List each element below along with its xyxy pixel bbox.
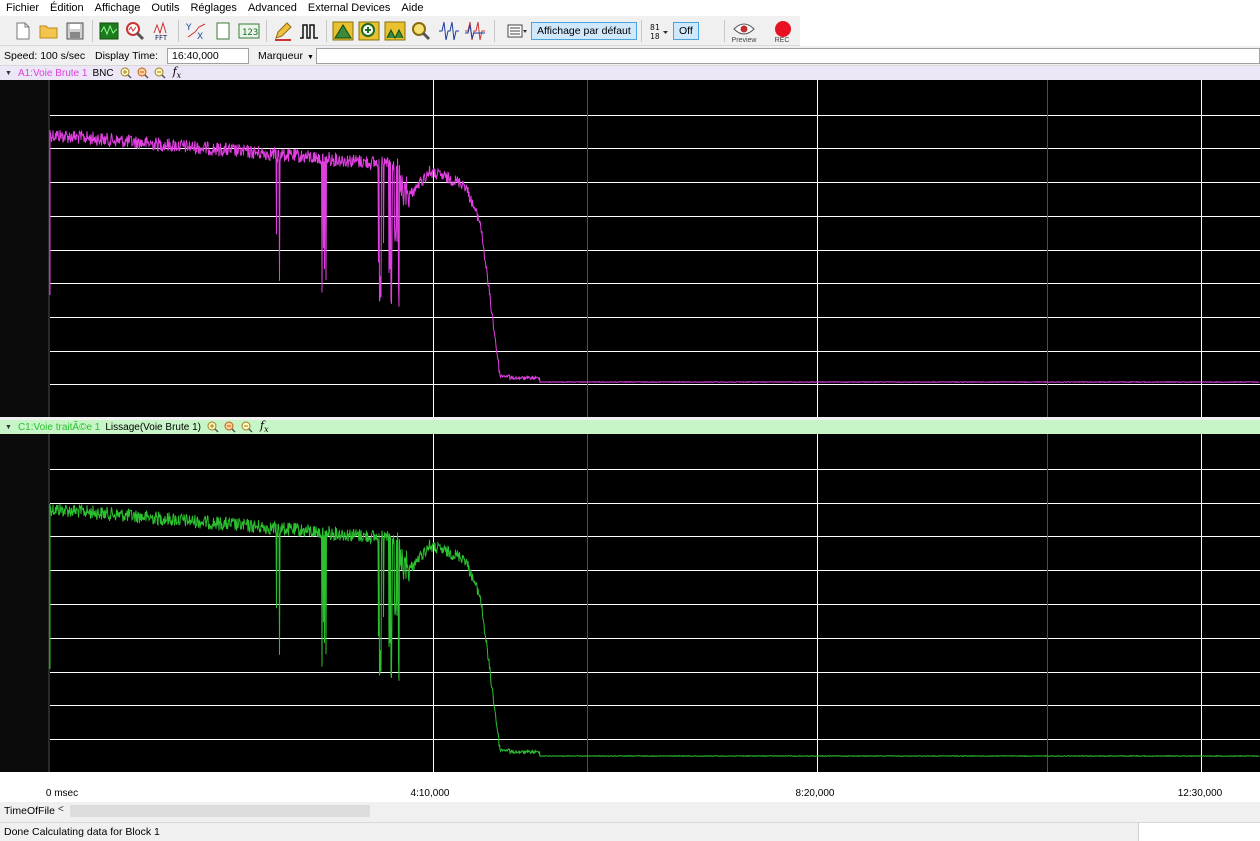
digits-icon[interactable]: 81 18: [648, 20, 670, 42]
display-time-input[interactable]: 16:40,000: [167, 48, 249, 64]
display-123-icon[interactable]: 123: [238, 20, 260, 42]
svg-text:Y: Y: [185, 23, 192, 33]
zoom-in-icon[interactable]: [120, 67, 133, 80]
channel-c-name[interactable]: C1:Voie traitÃ©e 1: [17, 421, 101, 433]
time-tick-label: 12:30,000: [1177, 788, 1223, 799]
svg-text:X: X: [197, 32, 203, 41]
open-folder-icon[interactable]: [38, 20, 60, 42]
time-of-file-row: TimeOfFile <: [0, 802, 1260, 820]
list-menu-icon[interactable]: [506, 20, 528, 42]
zoom-out-icon[interactable]: [241, 421, 254, 434]
menu-item-7[interactable]: Aide: [401, 2, 424, 14]
time-tick-label: 0 msec: [45, 788, 79, 799]
collapse-triangle-icon[interactable]: ▼: [5, 69, 12, 77]
preview-label: Preview: [731, 37, 757, 44]
svg-text:123: 123: [242, 28, 258, 38]
function-fx-icon[interactable]: fx: [172, 65, 182, 81]
preview-eye-icon[interactable]: [733, 18, 755, 40]
channel-a-name[interactable]: A1:Voie Brute 1: [17, 67, 88, 79]
channel-c-header: ▼ C1:Voie traitÃ©e 1 Lissage(Voie Brute …: [0, 419, 1260, 435]
toolbar-empty-area: [800, 16, 1260, 46]
menu-item-2[interactable]: Affichage: [94, 2, 141, 14]
channel-a-trace-chart: [0, 80, 1260, 417]
time-of-file-scrollbar[interactable]: [70, 805, 370, 817]
zoom-fit-icon[interactable]: [384, 20, 406, 42]
save-icon[interactable]: [64, 20, 86, 42]
time-tick-label: 8:20,000: [795, 788, 835, 799]
info-bar: Speed: 100 s/sec Display Time: 16:40,000…: [0, 47, 1260, 66]
status-bar: Done Calculating data for Block 1: [0, 822, 1260, 841]
pencil-icon[interactable]: [272, 20, 294, 42]
waveform-view-icon[interactable]: [98, 20, 120, 42]
time-axis: 0 msec 4:10,000 8:20,000 12:30,000: [0, 772, 1260, 804]
zoom-fit-small-icon[interactable]: [224, 421, 237, 434]
channel-c-trace-chart: [0, 434, 1260, 772]
menu-item-1[interactable]: Édition: [50, 2, 84, 14]
plot-gutter: [0, 80, 48, 417]
menu-item-4[interactable]: Réglages: [190, 2, 237, 14]
fft-icon[interactable]: FFT: [152, 20, 174, 42]
menu-item-0[interactable]: Fichier: [6, 2, 40, 14]
off-toggle-button[interactable]: Off: [673, 22, 699, 40]
zoom-fit-small-icon[interactable]: [137, 67, 150, 80]
function-fx-icon[interactable]: fx: [259, 419, 269, 435]
spike-icon[interactable]: [438, 20, 460, 42]
magnify-icon[interactable]: [410, 20, 432, 42]
pulse-icon[interactable]: [298, 20, 320, 42]
menu-item-5[interactable]: Advanced: [247, 2, 297, 14]
collapse-triangle-icon[interactable]: ▼: [5, 423, 12, 431]
peak-detect-icon[interactable]: [332, 20, 354, 42]
zoom-out-icon[interactable]: [154, 67, 167, 80]
channel-c-plot[interactable]: [0, 434, 1260, 772]
page-icon[interactable]: [212, 20, 234, 42]
signal-trace: [49, 504, 1260, 758]
svg-text:FFT: FFT: [155, 34, 168, 41]
plot-gutter: [0, 434, 48, 772]
marker-value-box[interactable]: [316, 48, 1260, 64]
default-view-button[interactable]: Affichage par défaut: [531, 22, 637, 40]
menu-item-3[interactable]: Outils: [151, 2, 180, 14]
new-file-icon[interactable]: [12, 20, 34, 42]
zoom-analysis-icon[interactable]: [124, 20, 146, 42]
rec-label: REC: [774, 37, 790, 44]
speed-label: Speed: 100 s/sec: [4, 50, 86, 62]
channel-a-plot[interactable]: [0, 80, 1260, 417]
menu-item-6[interactable]: External Devices: [307, 2, 391, 14]
display-time-label: Display Time:: [95, 50, 159, 62]
time-of-file-label: TimeOfFile: [4, 805, 55, 817]
marker-dropdown[interactable]: Marqueur ▼: [258, 50, 314, 62]
chevron-down-icon: ▼: [306, 54, 314, 61]
zoom-in-peak-icon[interactable]: [358, 20, 380, 42]
rec-button[interactable]: [772, 18, 794, 40]
status-panel: [1138, 823, 1260, 841]
channel-c-source: Lissage(Voie Brute 1): [105, 421, 201, 433]
time-tick-label: 4:10,000: [410, 788, 450, 799]
channel-a-source: BNC: [92, 67, 114, 79]
channel-a-header: ▼ A1:Voie Brute 1 BNC fx: [0, 65, 1260, 81]
zoom-in-icon[interactable]: [207, 421, 220, 434]
status-text: Done Calculating data for Block 1: [4, 826, 160, 838]
signal-trace: [49, 130, 1260, 384]
svg-text:18: 18: [650, 32, 660, 41]
svg-text:81: 81: [650, 23, 660, 32]
marker-label: Marqueur: [258, 50, 303, 62]
spike-overlay-icon[interactable]: [464, 20, 486, 42]
scroll-left-arrow-icon[interactable]: <: [58, 804, 64, 815]
menu-bar: Fichier Édition Affichage Outils Réglages Adv…: [0, 0, 1260, 16]
